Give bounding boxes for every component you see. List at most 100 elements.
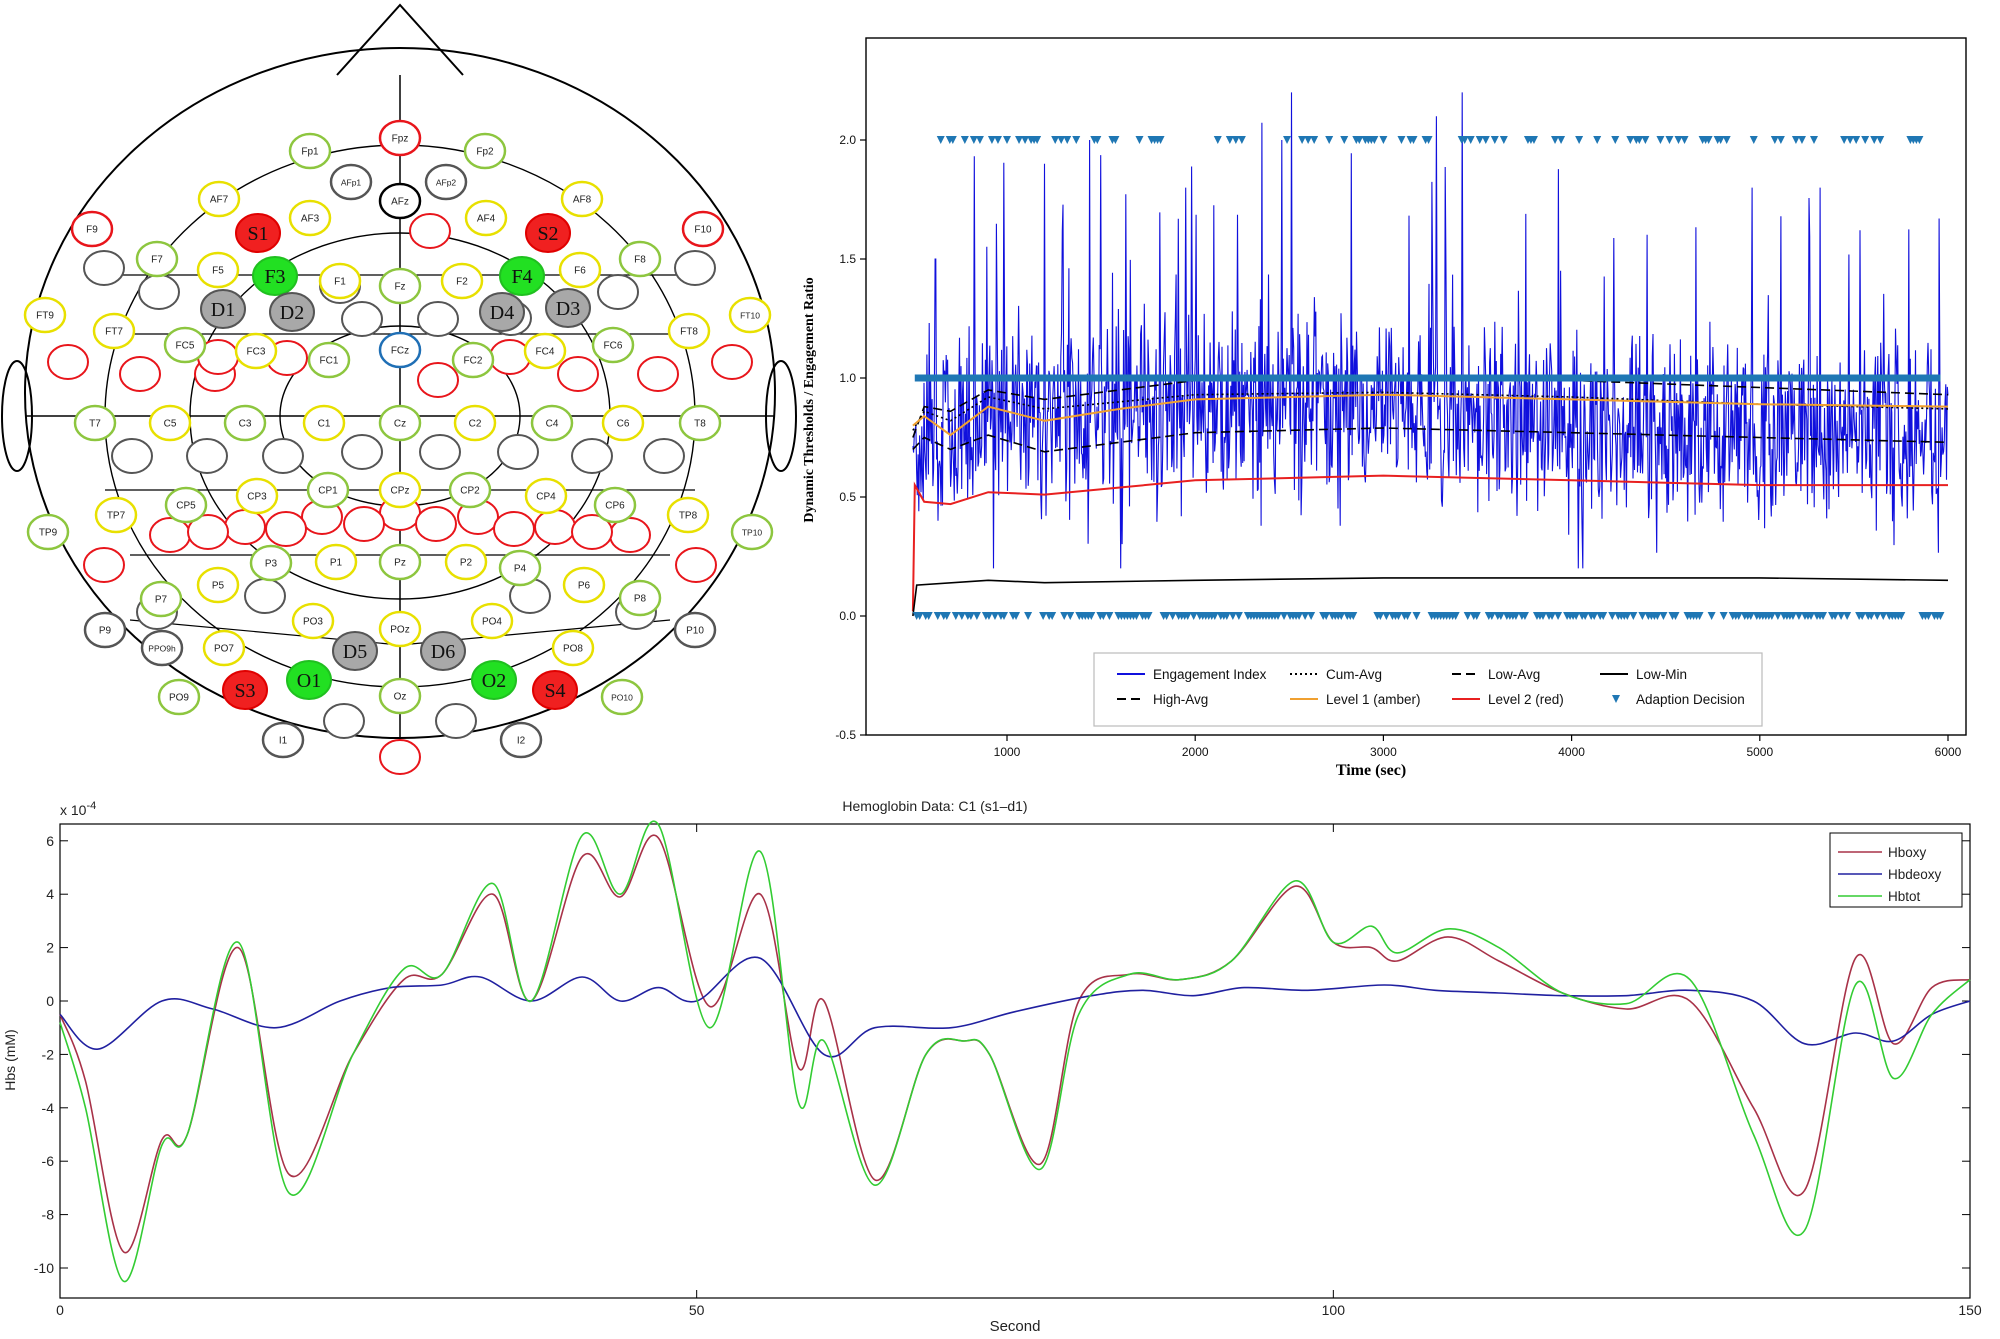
adaption-decision-marker <box>1033 136 1042 144</box>
legend-item-hboxy: Hboxy <box>1838 845 1927 860</box>
adaption-decision-marker <box>1770 136 1779 144</box>
adaption-decision-marker <box>972 612 981 620</box>
x-tick-label: 2000 <box>1182 745 1209 759</box>
legend-label: Level 2 (red) <box>1488 692 1564 707</box>
electrode-c6: C6 <box>601 404 645 442</box>
electrode-ring <box>591 326 635 364</box>
electrode-cp3: CP3 <box>235 477 279 515</box>
engagement-legend-box <box>1093 652 1763 727</box>
electrode-ring <box>667 312 711 350</box>
y-tick-label: 6 <box>46 833 54 849</box>
optode-disc <box>252 256 298 296</box>
adaption-decision-marker <box>1463 612 1472 620</box>
electrode-t8: T8 <box>678 404 722 442</box>
adaption-decision-marker <box>966 612 975 620</box>
adaption-decision-marker <box>1295 612 1304 620</box>
adaption-decision-marker <box>1852 136 1861 144</box>
electrode-label: P2 <box>460 558 473 569</box>
legend-label: Level 1 (amber) <box>1326 692 1421 707</box>
empty-position-35 <box>83 547 125 583</box>
electrode-label: POz <box>390 625 409 636</box>
x-tick-label: 100 <box>1322 1302 1346 1318</box>
adaption-decision-marker <box>1879 612 1888 620</box>
optode-label: D3 <box>556 298 580 320</box>
adaption-decision-marker <box>1310 136 1319 144</box>
empty-position-48 <box>435 703 477 739</box>
electrode-p7: P7 <box>139 580 183 618</box>
empty-position-5 <box>597 274 639 310</box>
empty-position-7 <box>47 344 89 380</box>
electrode-fpz: Fpz <box>378 119 422 157</box>
adaption-decision-marker <box>1132 612 1141 620</box>
empty-position-43 <box>244 578 286 614</box>
optode-o1: O1 <box>286 660 332 700</box>
empty-position-23 <box>341 434 383 470</box>
optode-d5: D5 <box>332 631 378 671</box>
adaption-decision-marker <box>1776 136 1785 144</box>
electrode-label: C5 <box>164 419 177 430</box>
adaption-decision-marker <box>1638 612 1647 620</box>
adaption-decision-marker <box>1060 612 1069 620</box>
x-tick-label: 3000 <box>1370 745 1397 759</box>
electrode-label: AF4 <box>477 214 496 225</box>
electrode-ring <box>378 677 422 715</box>
electrode-tp7: TP7 <box>94 496 138 534</box>
optode-label: F3 <box>264 266 285 288</box>
electrode-ring <box>202 629 246 667</box>
electrode-label: Cz <box>394 419 406 430</box>
electrode-label: CP4 <box>536 492 556 503</box>
electrode-ring <box>523 332 567 370</box>
optode-d1: D1 <box>200 289 246 329</box>
electrode-label: PO7 <box>214 644 234 655</box>
adaption-decision-marker <box>1788 612 1797 620</box>
electrode-fc3: FC3 <box>234 332 278 370</box>
adaption-decision-marker <box>1797 136 1806 144</box>
adaption-decision-marker <box>1641 136 1650 144</box>
electrode-af8: AF8 <box>560 180 604 218</box>
optode-disc <box>499 256 545 296</box>
electrode-label: P1 <box>330 558 343 569</box>
electrode-ring <box>498 549 542 587</box>
electrode-ring <box>551 629 595 667</box>
electrode-ring <box>291 602 335 640</box>
legend-label: Hboxy <box>1888 845 1927 860</box>
optode-f3: F3 <box>252 256 298 296</box>
empty-position-24 <box>419 434 461 470</box>
adaption-decision-marker <box>1048 612 1057 620</box>
electrode-ring <box>288 132 332 170</box>
engagement-chart: 1000 2000 3000 4000 5000 6000 -0.5 0.0 0.5 1.0 1.5… <box>802 37 1967 779</box>
adaption-decision-marker <box>960 136 969 144</box>
adaption-decision-marker <box>933 612 942 620</box>
electrode-ring <box>70 210 114 248</box>
electrode-label: C4 <box>546 419 559 430</box>
adaption-decision-marker <box>1325 136 1334 144</box>
empty-position-4 <box>409 213 451 249</box>
empty-position-6 <box>674 250 716 286</box>
legend-item-engagement-index: Engagement Index <box>1117 667 1267 682</box>
adaption-decision-marker <box>1475 136 1484 144</box>
optode-d6: D6 <box>420 631 466 671</box>
electrode-ring <box>235 477 279 515</box>
optode-label: O2 <box>482 670 506 692</box>
optode-d2: D2 <box>269 292 315 332</box>
electrode-label: Fz <box>394 282 405 293</box>
empty-position-1 <box>83 250 125 286</box>
electrode-po9: PO9 <box>157 678 201 716</box>
empty-position-21 <box>186 438 228 474</box>
adaption-decision-marker <box>1659 612 1668 620</box>
series-low-min <box>912 577 1949 617</box>
empty-position-20 <box>111 438 153 474</box>
adaption-decision-marker <box>1897 612 1906 620</box>
optode-label: D1 <box>211 299 235 321</box>
adaption-decision-marker <box>1623 612 1632 620</box>
adaption-decision-marker <box>915 612 924 620</box>
adaption-decision-marker <box>1936 612 1945 620</box>
electrode-label: FT7 <box>105 327 123 338</box>
adaption-decision-marker <box>1554 612 1563 620</box>
hemoglobin-axis-ticks: 0 50 100 150 -10 -8 -6 -4 -2 0 2 4 6 <box>34 824 1982 1318</box>
electrode-ring <box>378 119 422 157</box>
adaption-decision-marker <box>1087 612 1096 620</box>
electrode-ring <box>560 180 604 218</box>
adaption-decision-marker <box>1237 136 1246 144</box>
adaption-decision-marker <box>1674 136 1683 144</box>
